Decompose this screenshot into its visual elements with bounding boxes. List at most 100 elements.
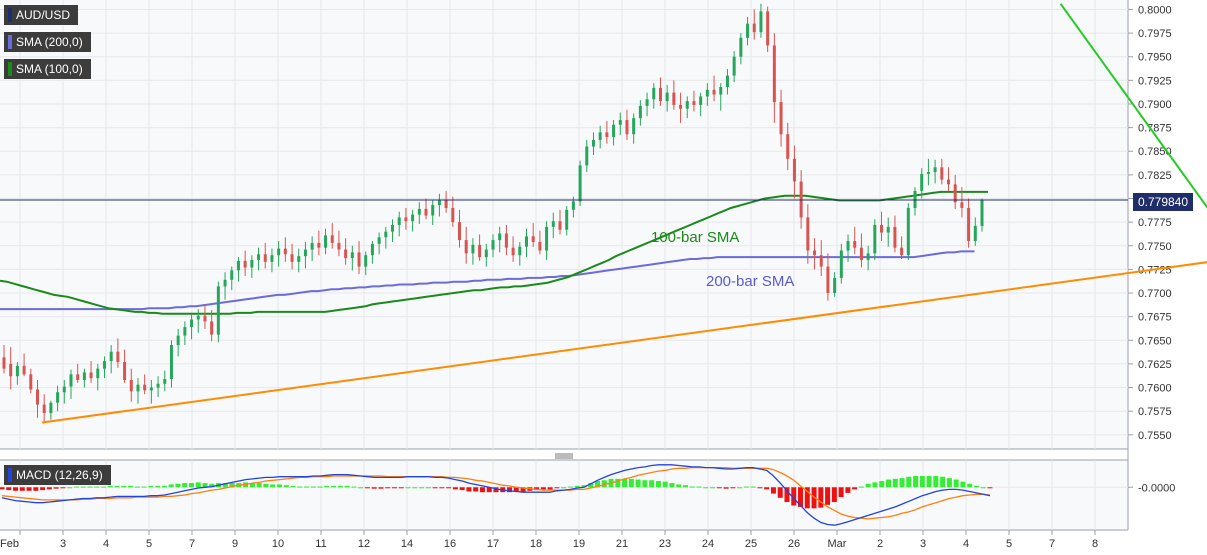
macd-histogram-bar xyxy=(6,487,12,491)
macd-histogram-bar xyxy=(0,487,5,490)
candle-body xyxy=(873,224,877,254)
y-tick-label: 0.7975 xyxy=(1138,28,1172,40)
candle-body xyxy=(417,208,421,215)
macd-histogram-bar xyxy=(703,487,709,489)
candle-body xyxy=(250,259,254,268)
x-tick-label: 26 xyxy=(788,538,800,550)
candle-body xyxy=(223,279,227,287)
candle-body xyxy=(411,214,415,222)
y-tick-label: 0.7875 xyxy=(1138,123,1172,135)
trendline-support xyxy=(41,261,1207,424)
candle-body xyxy=(712,89,716,95)
macd-histogram-bar xyxy=(419,487,425,489)
macd-histogram-bar xyxy=(682,485,688,488)
candle-body xyxy=(752,23,756,33)
candle-body xyxy=(303,249,307,257)
macd-histogram-bar xyxy=(391,487,397,489)
x-tick-label: 25 xyxy=(745,538,757,550)
candle-body xyxy=(169,345,173,380)
x-tick-label: 3 xyxy=(60,538,66,550)
macd-histogram-bar xyxy=(710,487,716,489)
macd-histogram-bar xyxy=(507,487,513,493)
macd-histogram-bar xyxy=(439,487,445,489)
macd-histogram-bar xyxy=(716,487,722,489)
candle-body xyxy=(22,365,26,375)
candle-body xyxy=(960,202,964,208)
trendlines[interactable] xyxy=(41,3,1207,424)
legend-audusd[interactable]: AUD/USD xyxy=(4,5,79,25)
macd-histogram-bar xyxy=(378,487,384,489)
sma-lines xyxy=(0,190,988,315)
candle-body xyxy=(571,201,575,210)
y-tick-label: 0.7575 xyxy=(1138,406,1172,418)
candle-body xyxy=(618,120,622,125)
x-tick-label: 14 xyxy=(401,538,413,550)
macd-histogram-bar xyxy=(561,487,567,489)
macd-histogram-bar xyxy=(547,487,553,490)
candle-body xyxy=(846,241,850,251)
candle-body xyxy=(926,172,930,174)
macd-histogram-bar xyxy=(324,485,330,488)
macd-line xyxy=(1,464,991,526)
macd-histogram-bar xyxy=(913,476,919,488)
macd-histogram-bar xyxy=(385,487,391,489)
macd-histogram-bar xyxy=(845,487,851,493)
candle-body xyxy=(176,335,180,346)
candle-body xyxy=(62,386,66,393)
candle-body xyxy=(980,200,984,226)
macd-histogram-bar xyxy=(276,484,282,488)
macd-histogram-bar xyxy=(980,487,986,489)
macd-histogram-bar xyxy=(195,482,201,488)
macd-histogram-bar xyxy=(540,487,546,490)
y-tick-label: 0.7850 xyxy=(1138,146,1172,158)
candle-body xyxy=(464,240,468,254)
macd-histogram-bar xyxy=(249,483,255,488)
candle-body xyxy=(357,252,361,267)
candle-body xyxy=(471,244,475,254)
y-tick-label: 0.7825 xyxy=(1138,170,1172,182)
candle-body xyxy=(277,248,281,256)
macd-histogram-bar xyxy=(67,487,73,489)
candle-body xyxy=(190,319,194,328)
macd-signal-line xyxy=(1,466,991,520)
legend-macd[interactable]: MACD (12,26,9) xyxy=(4,465,111,485)
candle-body xyxy=(558,221,562,230)
x-tick-label: 24 xyxy=(702,538,714,550)
legend-macd-swatch xyxy=(8,468,12,482)
candle-body xyxy=(263,254,267,262)
macd-histogram-bar xyxy=(987,487,993,489)
pane-resize-handle[interactable] xyxy=(555,453,573,459)
macd-histogram-bar xyxy=(297,486,303,488)
macd-histogram-bar xyxy=(87,486,93,488)
x-tick-label: 4 xyxy=(103,538,109,550)
candle-body xyxy=(2,357,6,369)
macd-histogram-bar xyxy=(101,486,107,488)
candle-body xyxy=(397,217,401,225)
legend-sma100[interactable]: SMA (100,0) xyxy=(4,59,91,79)
candle-body xyxy=(692,101,696,105)
macd-histogram-bar xyxy=(574,485,580,488)
x-axis: Feb 3 4 5 7 9 10 11 12 14 16 17 18 19 21 23 24 25 26 Mar 2 3 4… xyxy=(0,530,1098,550)
macd-histogram-bar xyxy=(628,478,634,488)
candle-body xyxy=(786,134,790,159)
macd-histogram-bar xyxy=(635,479,641,488)
x-tick-label: 23 xyxy=(659,538,671,550)
macd-histogram-bar xyxy=(310,486,316,488)
macd-histogram-bar xyxy=(655,480,661,488)
macd-histogram-bar xyxy=(148,485,154,488)
candle-body xyxy=(149,387,153,391)
macd-histogram-bar xyxy=(134,486,140,488)
macd-histogram-bar xyxy=(364,487,370,489)
legend-sma200[interactable]: SMA (200,0) xyxy=(4,32,91,52)
x-tick-label: 4 xyxy=(963,538,969,550)
macd-histogram-bar xyxy=(33,487,39,491)
macd-histogram-bar xyxy=(188,483,194,488)
macd-histogram-bar xyxy=(534,487,540,491)
macd-histogram-bar xyxy=(344,485,350,488)
candle-body xyxy=(183,327,187,336)
candle-body xyxy=(605,132,609,138)
macd-histogram-bar xyxy=(879,480,885,488)
macd-histogram-bar xyxy=(791,487,797,506)
macd-histogram-bar xyxy=(926,476,932,488)
